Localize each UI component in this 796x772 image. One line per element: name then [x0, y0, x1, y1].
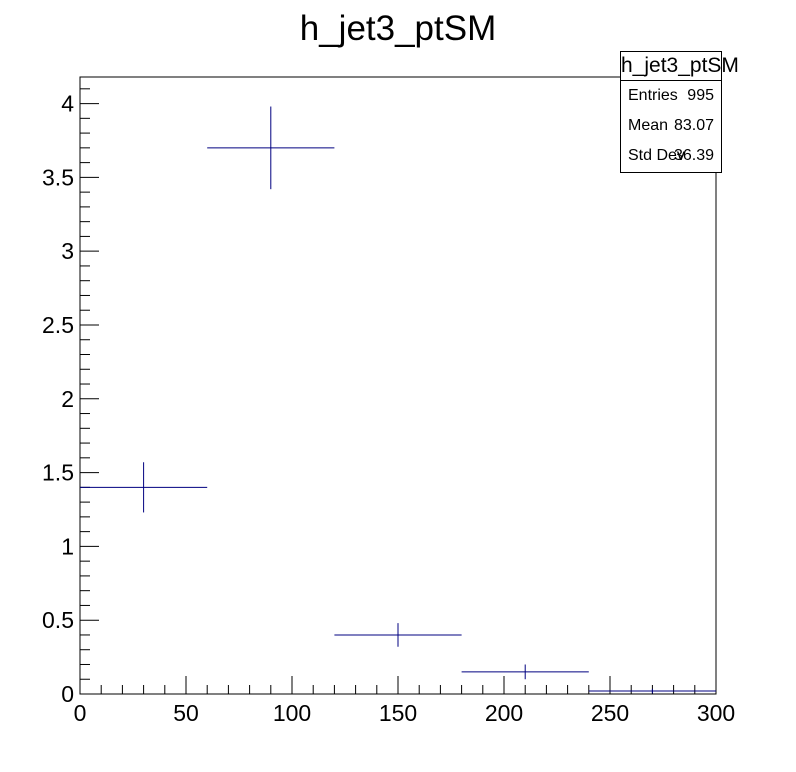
y-axis: 0 0.5 1 1.5 2 2.5 3 3.5 4	[42, 88, 99, 707]
entries-value: 995	[687, 87, 714, 104]
stats-row-mean: Mean 83.07	[628, 111, 714, 141]
y-tick-label: 3	[61, 238, 74, 264]
y-tick-label: 2.5	[42, 312, 74, 338]
stats-row-entries: Entries 995	[628, 81, 714, 111]
y-tick-label: 0.5	[42, 607, 74, 633]
y-tick-label: 1.5	[42, 460, 74, 486]
y-tick-label: 3.5	[42, 164, 74, 190]
data-series	[80, 106, 716, 694]
y-tick-label: 0	[61, 681, 74, 707]
x-tick-label: 300	[697, 700, 735, 726]
chart-title: h_jet3_ptSM	[300, 9, 497, 48]
x-tick-label: 0	[74, 700, 87, 726]
entries-label: Entries	[628, 87, 678, 104]
x-tick-label: 150	[379, 700, 417, 726]
mean-value: 83.07	[673, 117, 714, 134]
y-tick-label: 4	[61, 91, 74, 117]
x-tick-label: 100	[273, 700, 311, 726]
y-tick-label: 2	[61, 386, 74, 412]
y-tick-label: 1	[61, 533, 74, 559]
stats-row-stddev: Std Dev 36.39	[628, 141, 714, 171]
x-tick-label: 250	[591, 700, 629, 726]
stats-title: h_jet3_ptSM	[621, 52, 739, 81]
stats-box: h_jet3_ptSM Entries 995 Mean 83.07 Std D…	[620, 51, 739, 173]
mean-label: Mean	[628, 117, 669, 134]
x-axis: 0 50 100 150 200 250 300	[74, 676, 735, 726]
stddev-value: 36.39	[673, 147, 714, 164]
x-tick-label: 50	[173, 700, 199, 726]
stddev-label: Std Dev	[628, 147, 685, 164]
x-tick-label: 200	[485, 700, 523, 726]
